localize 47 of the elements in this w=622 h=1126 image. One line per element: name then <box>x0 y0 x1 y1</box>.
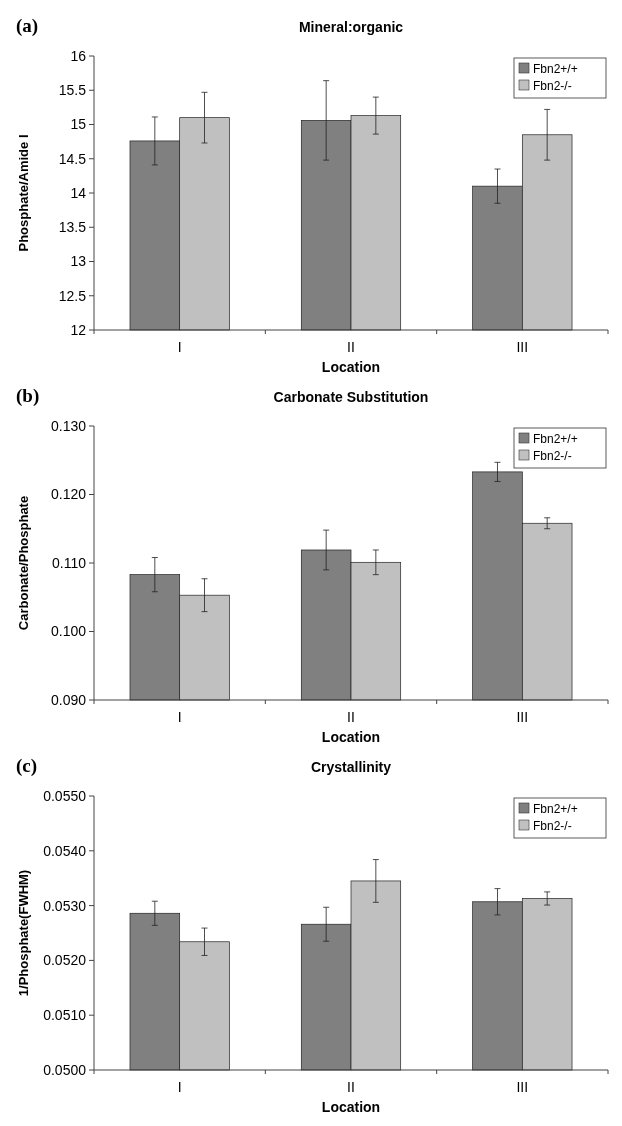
y-tick-label: 12.5 <box>58 287 87 304</box>
x-axis-title: Location <box>321 359 381 375</box>
legend-label: Fbn2+/+ <box>533 801 578 816</box>
text: (c) <box>16 755 38 777</box>
y-tick-label: 14.5 <box>58 150 87 167</box>
x-tick-label: II <box>347 1079 355 1095</box>
y-tick-label: 15.5 <box>58 82 87 99</box>
x-tick-label: III <box>516 1079 529 1095</box>
x-tick-label: I <box>177 339 182 355</box>
x-tick-label: III <box>516 709 529 725</box>
x-tick-label: II <box>347 339 355 355</box>
text: (b) <box>16 385 40 407</box>
text: (a) <box>16 15 39 37</box>
y-tick-label: 0.100 <box>50 623 87 640</box>
y-tick-label: 0.0540 <box>43 842 87 859</box>
y-tick-label: 0.0550 <box>43 787 87 804</box>
y-tick-label: 14 <box>70 184 87 201</box>
x-axis-title: Location <box>321 1099 381 1115</box>
y-tick-label: 0.0500 <box>43 1061 87 1078</box>
y-tick-label: 12 <box>70 321 87 338</box>
legend-label: Fbn2-/- <box>533 78 572 93</box>
y-axis-title: 1/Phosphate(FWHM) <box>16 869 31 997</box>
y-tick-label: 0.110 <box>52 554 87 571</box>
chart-title: Mineral:organic <box>298 19 404 35</box>
y-tick-label: 0.0520 <box>43 952 87 969</box>
y-axis-title: Phosphate/Amide I <box>16 134 31 252</box>
y-tick-label: 16 <box>70 47 87 64</box>
y-tick-label: 0.0530 <box>43 897 87 914</box>
y-tick-label: 0.120 <box>50 486 87 503</box>
x-tick-label: II <box>347 709 355 725</box>
y-tick-label: 13 <box>70 253 87 270</box>
y-tick-label: 13.5 <box>58 219 87 236</box>
legend-label: Fbn2-/- <box>533 818 572 833</box>
y-axis-title: Carbonate/Phosphate <box>16 495 31 631</box>
y-tick-label: 15 <box>70 116 87 133</box>
legend-label: Fbn2+/+ <box>533 431 578 446</box>
chart-title: Crystallinity <box>310 759 392 775</box>
x-axis-title: Location <box>321 729 381 745</box>
y-tick-label: 0.090 <box>50 691 87 708</box>
x-tick-label: I <box>177 1079 182 1095</box>
x-tick-label: I <box>177 709 182 725</box>
x-tick-label: III <box>516 339 529 355</box>
legend-label: Fbn2-/- <box>533 448 572 463</box>
y-tick-label: 0.0510 <box>43 1007 87 1024</box>
chart-title: Carbonate Substitution <box>273 389 429 405</box>
legend-label: Fbn2+/+ <box>533 61 578 76</box>
y-tick-label: 0.130 <box>50 417 87 434</box>
